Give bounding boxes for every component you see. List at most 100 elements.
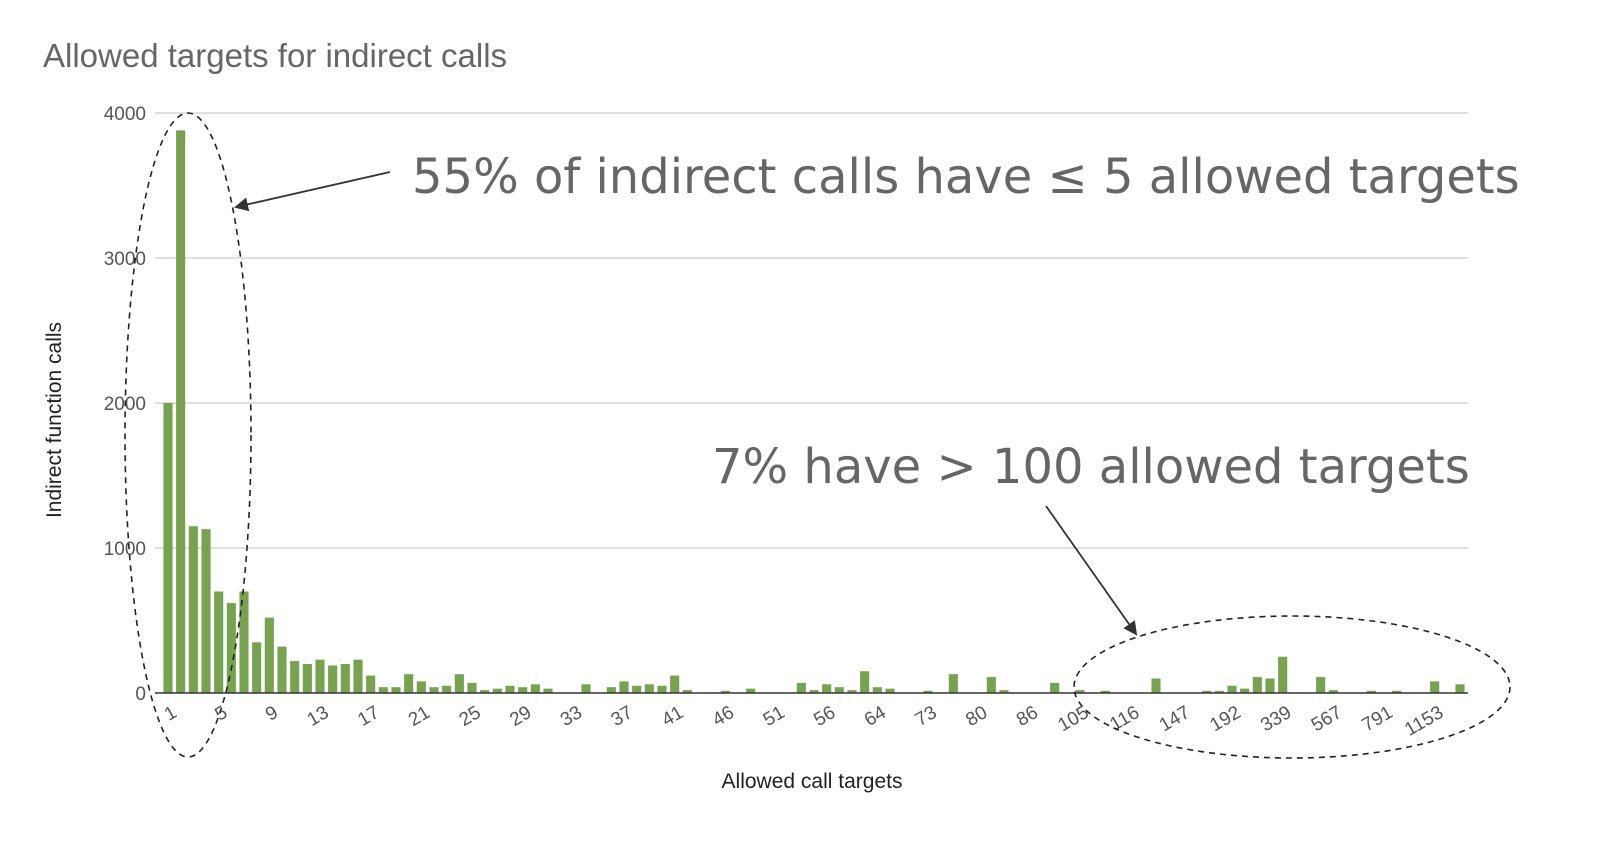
x-tick-label: 41 [658, 702, 687, 731]
bar [1430, 681, 1440, 693]
bar [1240, 688, 1250, 693]
bar [1227, 685, 1237, 693]
bar [366, 675, 376, 693]
bar [239, 591, 249, 693]
bar [226, 603, 236, 693]
x-tick-label: 64 [861, 702, 890, 731]
annotation-text-left: 55% of indirect calls have ≤ 5 allowed t… [412, 149, 1520, 205]
x-tick-labels: 1 5 9 13 17 21 25 29 33 37 41 46 51 56 64 73 80 86 105 116 1… [161, 702, 1447, 741]
bar [1151, 678, 1161, 693]
bar [201, 529, 211, 693]
bar [340, 664, 350, 693]
bar [214, 591, 224, 693]
bar [1392, 690, 1402, 693]
bar [670, 675, 680, 693]
grid-lines [155, 112, 1468, 549]
bar [378, 687, 388, 693]
x-tick-label: 13 [304, 702, 333, 731]
y-tick-label: 4000 [104, 104, 146, 125]
bar [302, 664, 312, 693]
bar [277, 646, 287, 693]
bar [822, 684, 832, 693]
bar [543, 688, 553, 693]
bar [1100, 690, 1110, 693]
bar [632, 685, 642, 693]
bar [290, 661, 300, 693]
bar [429, 687, 439, 693]
bar [986, 677, 996, 693]
bar [492, 688, 502, 693]
y-tick-label: 1000 [104, 539, 146, 560]
bar [1328, 690, 1338, 693]
bar [467, 682, 477, 693]
x-tick-label: 17 [354, 702, 383, 731]
bar [923, 690, 933, 693]
bar [619, 681, 629, 693]
x-tick-label: 116 [1106, 702, 1143, 735]
x-tick-label: 29 [506, 702, 535, 731]
bar [1316, 677, 1326, 693]
annotation-ellipse-right [1073, 615, 1511, 759]
bar [809, 690, 819, 693]
x-tick-label: 9 [262, 702, 282, 725]
bar [796, 682, 806, 693]
bar [328, 665, 338, 693]
bar [1075, 690, 1085, 693]
x-tick-label: 791 [1359, 702, 1397, 736]
bars [163, 130, 1465, 693]
bar [834, 687, 844, 693]
x-tick-label: 147 [1156, 702, 1194, 736]
annotation-arrow-left [234, 171, 391, 212]
x-tick-label: 567 [1308, 702, 1346, 736]
bar [720, 690, 730, 693]
x-tick-label: 56 [810, 702, 839, 731]
bar [391, 687, 401, 693]
bar [480, 690, 490, 693]
y-tick-label: 3000 [104, 249, 146, 270]
y-axis-label: Indirect function calls [43, 322, 66, 518]
x-tick-label: 1 [161, 702, 181, 725]
bar [1265, 678, 1275, 693]
bar [518, 687, 528, 693]
bar [530, 684, 540, 693]
x-tick-label: 21 [405, 702, 434, 731]
x-tick-label: 37 [608, 702, 637, 731]
x-tick-label: 1153 [1401, 702, 1447, 741]
bar [872, 687, 882, 693]
chart-title: Allowed targets for indirect calls [43, 37, 507, 74]
bar [163, 403, 173, 693]
x-tick-label: 25 [456, 702, 485, 731]
bar [682, 690, 692, 693]
bar [416, 681, 426, 693]
bar [644, 684, 654, 693]
bar [999, 690, 1009, 693]
bar [176, 130, 186, 693]
bar [1050, 682, 1060, 693]
x-tick-label: 73 [912, 702, 941, 731]
bar [1278, 656, 1288, 693]
x-tick-label: 86 [1013, 702, 1042, 731]
bar [353, 659, 363, 693]
annotation-arrow-right [1045, 505, 1138, 636]
x-tick-label: 80 [962, 702, 991, 731]
bar [454, 674, 464, 693]
bar [847, 690, 857, 693]
annotation-text-right: 7% have > 100 allowed targets [712, 439, 1470, 495]
bar [1455, 684, 1465, 693]
bar [1214, 690, 1224, 693]
bar [252, 642, 262, 693]
bar [885, 688, 895, 693]
x-tick-label: 33 [557, 702, 586, 731]
x-tick-label: 339 [1257, 702, 1295, 736]
bar [404, 674, 414, 693]
bar [188, 526, 198, 693]
bar [1202, 690, 1212, 693]
x-axis-label: Allowed call targets [722, 770, 903, 793]
x-tick-label: 51 [760, 702, 789, 731]
bar [657, 685, 667, 693]
x-tick-label: 192 [1207, 702, 1245, 736]
bar [1366, 690, 1376, 693]
bar [606, 687, 616, 693]
bar [948, 674, 958, 693]
